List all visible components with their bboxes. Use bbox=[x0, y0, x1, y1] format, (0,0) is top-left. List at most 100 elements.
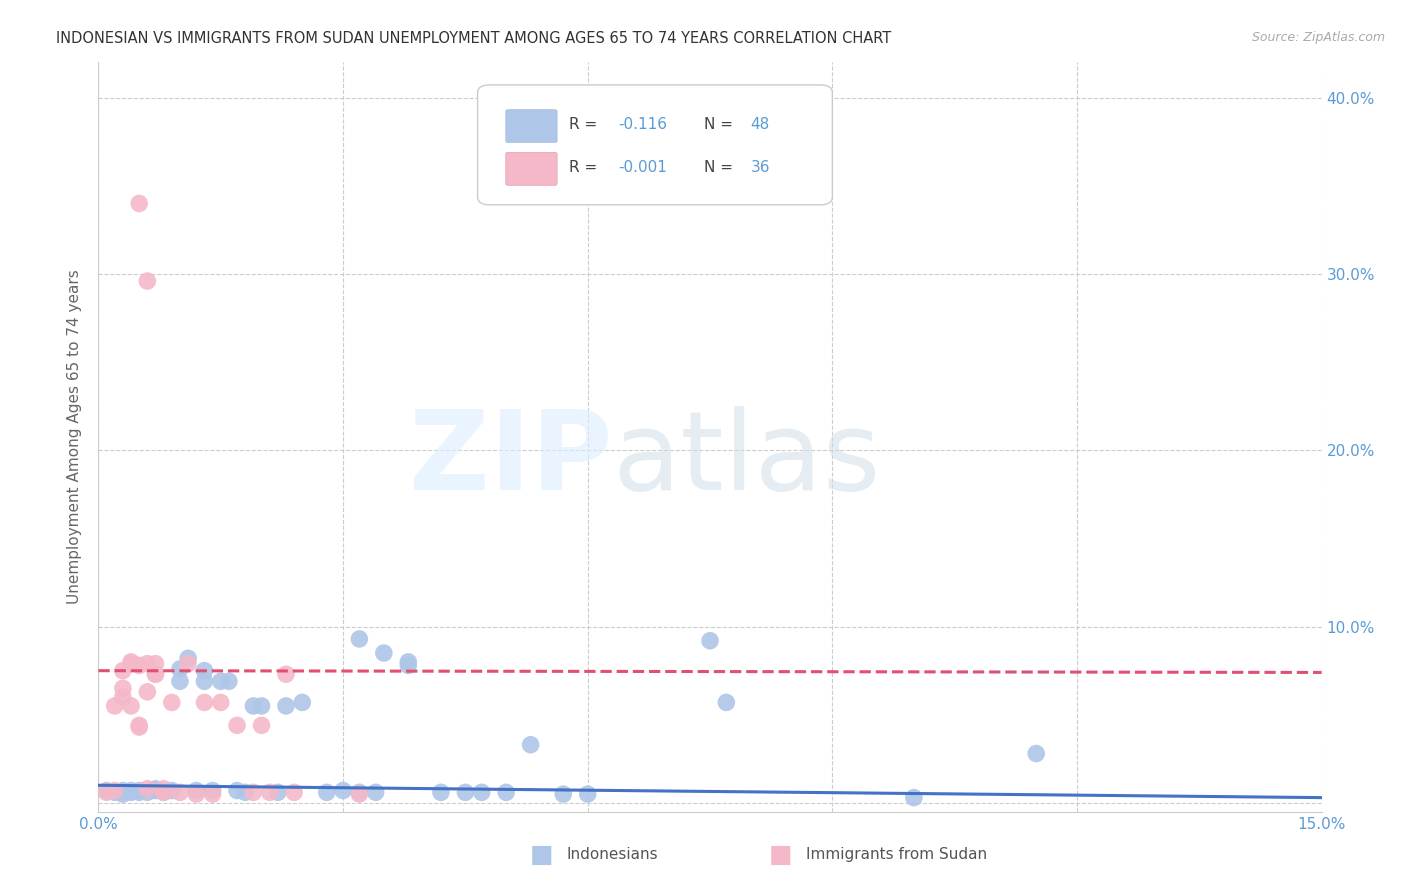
Point bbox=[104, 783, 127, 797]
Point bbox=[349, 787, 371, 801]
Point bbox=[160, 783, 183, 797]
Point bbox=[169, 662, 191, 676]
Y-axis label: Unemployment Among Ages 65 to 74 years: Unemployment Among Ages 65 to 74 years bbox=[67, 269, 83, 605]
Text: ZIP: ZIP bbox=[409, 406, 612, 513]
Text: R =: R = bbox=[569, 160, 603, 175]
Point bbox=[903, 790, 925, 805]
Text: -0.001: -0.001 bbox=[619, 160, 668, 175]
Point bbox=[128, 658, 150, 673]
Text: 48: 48 bbox=[751, 117, 769, 132]
Text: atlas: atlas bbox=[612, 406, 880, 513]
Point bbox=[145, 781, 167, 796]
FancyBboxPatch shape bbox=[478, 85, 832, 205]
Text: Source: ZipAtlas.com: Source: ZipAtlas.com bbox=[1251, 31, 1385, 45]
Point bbox=[145, 667, 167, 681]
Text: ■: ■ bbox=[769, 843, 792, 866]
Point bbox=[177, 657, 200, 671]
Point bbox=[120, 783, 142, 797]
Point bbox=[193, 664, 215, 678]
Point bbox=[396, 658, 419, 673]
Point bbox=[699, 633, 721, 648]
Point bbox=[111, 787, 134, 801]
Point bbox=[177, 651, 200, 665]
Point bbox=[145, 667, 167, 681]
Point bbox=[111, 690, 134, 705]
Point bbox=[373, 646, 395, 660]
Point bbox=[209, 674, 232, 689]
Point bbox=[193, 674, 215, 689]
Point bbox=[349, 632, 371, 646]
Point bbox=[152, 785, 174, 799]
Point bbox=[136, 657, 159, 671]
Point bbox=[136, 274, 159, 288]
Point bbox=[128, 718, 150, 732]
Point bbox=[716, 695, 738, 709]
Point bbox=[136, 785, 159, 799]
Point bbox=[226, 718, 249, 732]
Point bbox=[152, 781, 174, 796]
Point bbox=[233, 785, 256, 799]
Point bbox=[169, 785, 191, 799]
Point bbox=[315, 785, 337, 799]
Point bbox=[136, 685, 159, 699]
Text: N =: N = bbox=[704, 160, 738, 175]
Point bbox=[104, 785, 127, 799]
Point bbox=[128, 196, 150, 211]
Point bbox=[96, 783, 118, 797]
Point bbox=[242, 785, 264, 799]
Text: Immigrants from Sudan: Immigrants from Sudan bbox=[806, 847, 987, 862]
Point bbox=[169, 674, 191, 689]
Point bbox=[250, 698, 273, 713]
Point bbox=[201, 787, 224, 801]
Point bbox=[209, 695, 232, 709]
Text: INDONESIAN VS IMMIGRANTS FROM SUDAN UNEMPLOYMENT AMONG AGES 65 TO 74 YEARS CORRE: INDONESIAN VS IMMIGRANTS FROM SUDAN UNEM… bbox=[56, 31, 891, 46]
Point bbox=[364, 785, 387, 799]
Point bbox=[1025, 747, 1047, 761]
Text: R =: R = bbox=[569, 117, 603, 132]
Point bbox=[145, 657, 167, 671]
Point bbox=[111, 664, 134, 678]
Point bbox=[274, 667, 297, 681]
Point bbox=[104, 698, 127, 713]
Point bbox=[120, 655, 142, 669]
Point bbox=[218, 674, 240, 689]
Point bbox=[186, 787, 208, 801]
Point bbox=[332, 783, 354, 797]
Point bbox=[226, 783, 249, 797]
Point bbox=[128, 783, 150, 797]
Point bbox=[349, 785, 371, 799]
Point bbox=[96, 785, 118, 799]
Point bbox=[145, 783, 167, 797]
Point bbox=[111, 783, 134, 797]
Point bbox=[454, 785, 477, 799]
Point bbox=[283, 785, 305, 799]
Text: N =: N = bbox=[704, 117, 738, 132]
Point bbox=[160, 695, 183, 709]
Point bbox=[128, 785, 150, 799]
Point bbox=[250, 718, 273, 732]
FancyBboxPatch shape bbox=[506, 153, 557, 186]
Point bbox=[186, 783, 208, 797]
Point bbox=[576, 787, 599, 801]
Point bbox=[471, 785, 494, 799]
Point bbox=[120, 785, 142, 799]
Point bbox=[267, 785, 290, 799]
Point bbox=[274, 698, 297, 713]
Point bbox=[396, 655, 419, 669]
Point bbox=[111, 681, 134, 696]
Point bbox=[242, 698, 264, 713]
Point bbox=[291, 695, 314, 709]
Text: Indonesians: Indonesians bbox=[567, 847, 658, 862]
Point bbox=[201, 783, 224, 797]
Point bbox=[136, 781, 159, 796]
Point bbox=[495, 785, 517, 799]
Text: 36: 36 bbox=[751, 160, 770, 175]
Point bbox=[128, 720, 150, 734]
FancyBboxPatch shape bbox=[506, 110, 557, 143]
Point bbox=[519, 738, 541, 752]
Point bbox=[120, 657, 142, 671]
Text: ■: ■ bbox=[530, 843, 553, 866]
Point bbox=[152, 785, 174, 799]
Point bbox=[193, 695, 215, 709]
Point bbox=[430, 785, 453, 799]
